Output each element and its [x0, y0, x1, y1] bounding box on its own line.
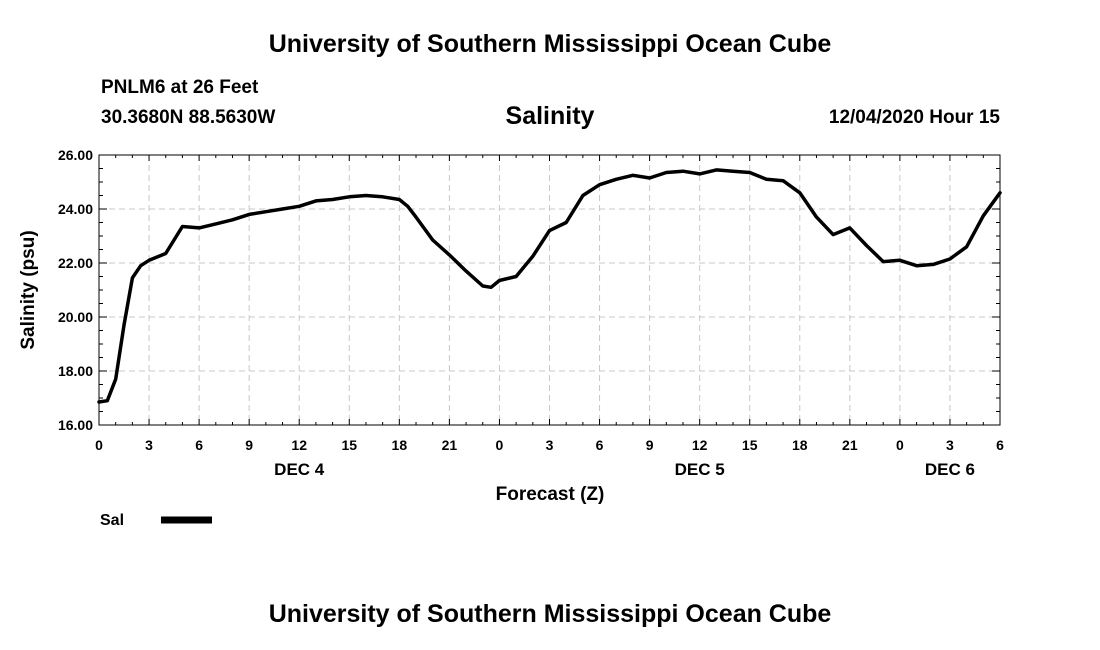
y-tick-label: 26.00 [58, 147, 93, 163]
x-tick-label: 3 [946, 437, 954, 453]
top-title: University of Southern Mississippi Ocean… [268, 30, 832, 58]
day-label: DEC 4 [274, 460, 325, 479]
x-tick-label: 15 [341, 437, 357, 453]
plot-frame [98, 154, 1001, 426]
y-tick-label: 18.00 [58, 363, 93, 379]
series-layer [97, 168, 1002, 404]
axis-labels: 0 3 6 9 12 15 18 21 0 3 6 9 12 15 18 21 0 3 6 16.00 18.00 20.… [58, 147, 1004, 479]
y-tick-label: 20.00 [58, 309, 93, 325]
y-axis-label: Salinity (psu) [18, 230, 39, 349]
station-coordinates: 30.3680N 88.5630W [101, 107, 276, 128]
y-tick-label: 24.00 [58, 201, 93, 217]
x-tick-label: 15 [742, 437, 758, 453]
x-tick-label: 9 [245, 437, 253, 453]
x-tick-label: 12 [291, 437, 307, 453]
x-tick-label: 6 [195, 437, 203, 453]
x-tick-label: 18 [392, 437, 408, 453]
x-tick-label: 6 [996, 437, 1004, 453]
x-tick-label: 21 [442, 437, 458, 453]
bottom-title: University of Southern Mississippi Ocean… [268, 600, 832, 628]
day-label: DEC 5 [675, 460, 725, 479]
x-tick-label: 21 [842, 437, 858, 453]
chart-title: Salinity [505, 102, 595, 130]
x-tick-label: 0 [496, 437, 504, 453]
legend: Sal [100, 512, 212, 529]
x-tick-label: 9 [646, 437, 654, 453]
x-axis-label: Forecast (Z) [496, 484, 605, 505]
x-tick-label: 6 [596, 437, 604, 453]
y-tick-label: 16.00 [58, 417, 93, 433]
day-label: DEC 6 [925, 460, 975, 479]
x-tick-label: 3 [546, 437, 554, 453]
series-line-sal [97, 168, 1002, 404]
x-tick-label: 0 [896, 437, 904, 453]
x-tick-label: 0 [95, 437, 103, 453]
grid-lines [99, 155, 1000, 425]
x-tick-label: 3 [145, 437, 153, 453]
station-name: PNLM6 at 26 Feet [101, 77, 259, 98]
x-tick-label: 12 [692, 437, 708, 453]
x-tick-label: 18 [792, 437, 808, 453]
legend-label-sal: Sal [100, 512, 124, 529]
run-time: 12/04/2020 Hour 15 [828, 107, 1000, 128]
y-tick-label: 22.00 [58, 255, 93, 271]
